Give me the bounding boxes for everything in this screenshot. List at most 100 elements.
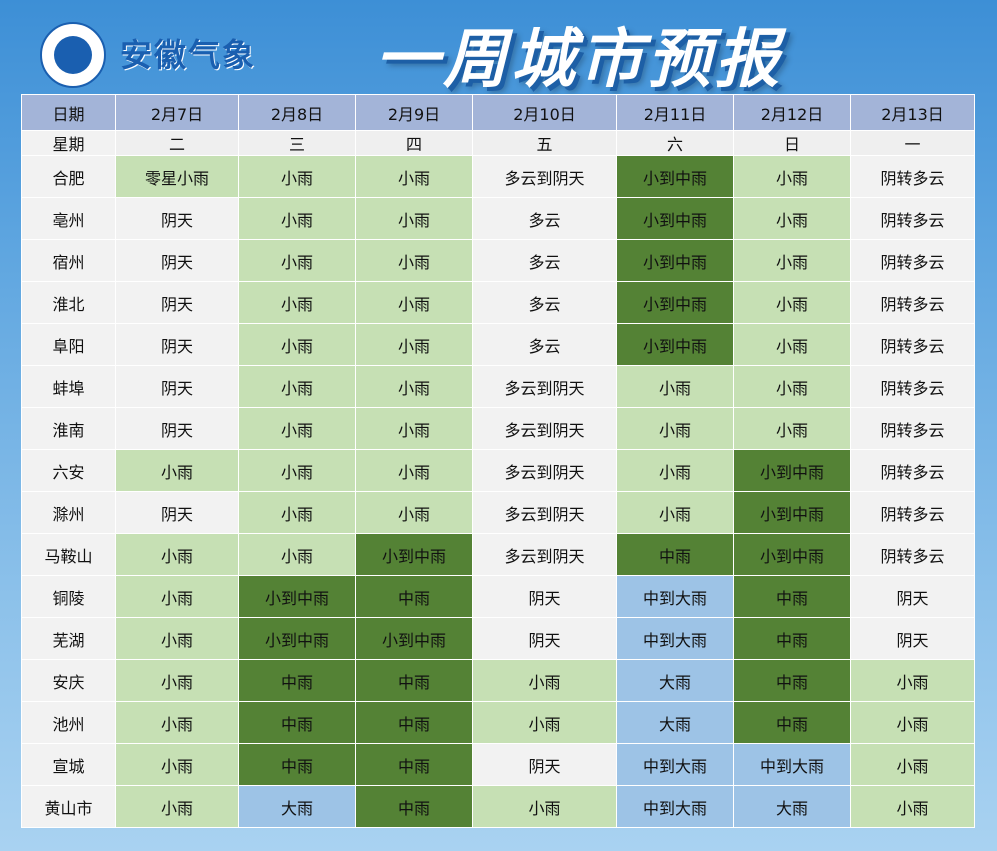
forecast-cell: 小雨 bbox=[472, 785, 617, 828]
forecast-cell: 小雨 bbox=[355, 155, 473, 198]
forecast-cell: 大雨 bbox=[733, 785, 851, 828]
city-name: 黄山市 bbox=[21, 785, 116, 828]
weekday-cell: 四 bbox=[355, 130, 473, 156]
weekday-cell: 六 bbox=[616, 130, 734, 156]
forecast-cell: 阴天 bbox=[115, 239, 239, 282]
date-header: 2月9日 bbox=[355, 94, 473, 131]
weekday-cell: 五 bbox=[472, 130, 617, 156]
week-label: 星期 bbox=[21, 130, 116, 156]
forecast-cell: 阴转多云 bbox=[850, 533, 975, 576]
forecast-cell: 小到中雨 bbox=[355, 617, 473, 660]
logo-cloud-icon bbox=[54, 36, 92, 74]
forecast-cell: 小雨 bbox=[733, 197, 851, 240]
forecast-cell: 零星小雨 bbox=[115, 155, 239, 198]
date-header: 2月7日 bbox=[115, 94, 239, 131]
forecast-cell: 阴天 bbox=[115, 365, 239, 408]
city-name: 安庆 bbox=[21, 659, 116, 702]
weekday-row: 星期 二 三 四 五 六 日 一 bbox=[21, 130, 975, 156]
forecast-cell: 中雨 bbox=[355, 701, 473, 744]
forecast-cell: 小雨 bbox=[115, 575, 239, 618]
forecast-cell: 中到大雨 bbox=[733, 743, 851, 786]
table-row: 池州 小雨 中雨 中雨 小雨 大雨 中雨 小雨 bbox=[21, 701, 975, 744]
forecast-cell: 小雨 bbox=[238, 407, 356, 450]
date-header: 2月10日 bbox=[472, 94, 617, 131]
forecast-cell: 小雨 bbox=[115, 743, 239, 786]
forecast-cell: 多云到阴天 bbox=[472, 533, 617, 576]
forecast-cell: 阴转多云 bbox=[850, 365, 975, 408]
forecast-cell: 中雨 bbox=[355, 785, 473, 828]
forecast-cell: 小雨 bbox=[238, 323, 356, 366]
forecast-cell: 多云到阴天 bbox=[472, 449, 617, 492]
forecast-cell: 小雨 bbox=[355, 407, 473, 450]
forecast-cell: 小雨 bbox=[355, 197, 473, 240]
forecast-cell: 小雨 bbox=[355, 323, 473, 366]
forecast-cell: 小雨 bbox=[115, 449, 239, 492]
forecast-cell: 小雨 bbox=[355, 365, 473, 408]
logo-label: 安徽气象 bbox=[120, 36, 257, 74]
forecast-cell: 小到中雨 bbox=[733, 449, 851, 492]
forecast-cell: 多云到阴天 bbox=[472, 365, 617, 408]
table-row: 滁州 阴天 小雨 小雨 多云到阴天 小雨 小到中雨 阴转多云 bbox=[21, 491, 975, 534]
date-header: 2月11日 bbox=[616, 94, 734, 131]
forecast-cell: 阴转多云 bbox=[850, 155, 975, 198]
forecast-cell: 阴转多云 bbox=[850, 407, 975, 450]
forecast-cell: 中雨 bbox=[733, 575, 851, 618]
city-name: 滁州 bbox=[21, 491, 116, 534]
city-name: 蚌埠 bbox=[21, 365, 116, 408]
city-name: 池州 bbox=[21, 701, 116, 744]
forecast-cell: 小雨 bbox=[616, 491, 734, 534]
forecast-cell: 小雨 bbox=[238, 491, 356, 534]
forecast-cell: 小雨 bbox=[115, 659, 239, 702]
city-name: 合肥 bbox=[21, 155, 116, 198]
forecast-cell: 阴转多云 bbox=[850, 449, 975, 492]
forecast-cell: 小到中雨 bbox=[238, 575, 356, 618]
forecast-cell: 小雨 bbox=[733, 323, 851, 366]
forecast-table: 日期 2月7日 2月8日 2月9日 2月10日 2月11日 2月12日 2月13… bbox=[21, 94, 975, 828]
forecast-cell: 小到中雨 bbox=[616, 197, 734, 240]
city-name: 宣城 bbox=[21, 743, 116, 786]
table-row: 芜湖 小雨 小到中雨 小到中雨 阴天 中到大雨 中雨 阴天 bbox=[21, 617, 975, 660]
forecast-cell: 大雨 bbox=[238, 785, 356, 828]
forecast-cell: 小雨 bbox=[733, 155, 851, 198]
forecast-cell: 中雨 bbox=[355, 575, 473, 618]
forecast-cell: 小雨 bbox=[733, 407, 851, 450]
forecast-cell: 阴天 bbox=[472, 575, 617, 618]
forecast-cell: 中雨 bbox=[238, 659, 356, 702]
forecast-cell: 阴转多云 bbox=[850, 491, 975, 534]
table-row: 安庆 小雨 中雨 中雨 小雨 大雨 中雨 小雨 bbox=[21, 659, 975, 702]
page-title: 一周城市预报 bbox=[375, 23, 783, 97]
forecast-cell: 阴转多云 bbox=[850, 197, 975, 240]
forecast-cell: 小到中雨 bbox=[616, 281, 734, 324]
forecast-cell: 中雨 bbox=[733, 701, 851, 744]
forecast-cell: 小雨 bbox=[238, 533, 356, 576]
forecast-cell: 多云到阴天 bbox=[472, 491, 617, 534]
table-row: 阜阳 阴天 小雨 小雨 多云 小到中雨 小雨 阴转多云 bbox=[21, 323, 975, 366]
forecast-cell: 中到大雨 bbox=[616, 617, 734, 660]
forecast-cell: 小雨 bbox=[733, 281, 851, 324]
forecast-cell: 小雨 bbox=[850, 785, 975, 828]
table-row: 铜陵 小雨 小到中雨 中雨 阴天 中到大雨 中雨 阴天 bbox=[21, 575, 975, 618]
forecast-cell: 阴转多云 bbox=[850, 323, 975, 366]
forecast-cell: 小到中雨 bbox=[355, 533, 473, 576]
forecast-cell: 多云到阴天 bbox=[472, 155, 617, 198]
forecast-cell: 中雨 bbox=[616, 533, 734, 576]
city-name: 六安 bbox=[21, 449, 116, 492]
header: 安徽气象 一周城市预报 bbox=[0, 0, 997, 97]
date-label: 日期 bbox=[21, 94, 116, 131]
forecast-cell: 阴天 bbox=[115, 407, 239, 450]
city-name: 阜阳 bbox=[21, 323, 116, 366]
forecast-cell: 阴天 bbox=[472, 617, 617, 660]
forecast-cell: 小雨 bbox=[850, 659, 975, 702]
forecast-cell: 小雨 bbox=[616, 365, 734, 408]
forecast-cell: 中雨 bbox=[355, 659, 473, 702]
forecast-cell: 阴天 bbox=[115, 281, 239, 324]
date-header: 2月13日 bbox=[850, 94, 975, 131]
forecast-cell: 小雨 bbox=[355, 239, 473, 282]
forecast-cell: 小雨 bbox=[355, 449, 473, 492]
table-row: 宣城 小雨 中雨 中雨 阴天 中到大雨 中到大雨 小雨 bbox=[21, 743, 975, 786]
forecast-cell: 小雨 bbox=[238, 155, 356, 198]
forecast-cell: 小到中雨 bbox=[733, 491, 851, 534]
forecast-cell: 小雨 bbox=[238, 239, 356, 282]
forecast-cell: 多云到阴天 bbox=[472, 407, 617, 450]
table-row: 马鞍山 小雨 小雨 小到中雨 多云到阴天 中雨 小到中雨 阴转多云 bbox=[21, 533, 975, 576]
